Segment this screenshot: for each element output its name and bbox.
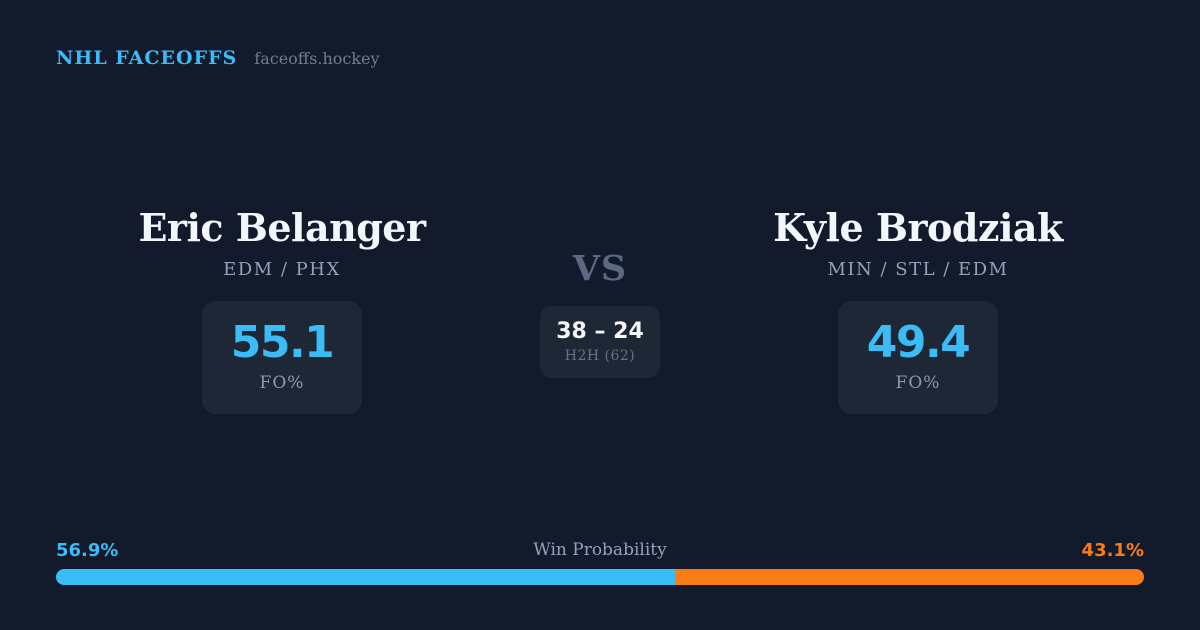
player-left-name: Eric Belanger: [138, 205, 426, 250]
player-left-panel: Eric Belanger EDM / PHX 55.1 FO%: [112, 206, 452, 414]
win-probability-bar: [56, 569, 1144, 585]
vs-label: VS: [572, 248, 628, 289]
player-right-name: Kyle Brodziak: [773, 205, 1063, 250]
header: NHL FACEOFFS faceoffs.hockey: [56, 47, 380, 69]
player-left-fo-label: FO%: [259, 373, 305, 394]
player-right-fo-label: FO%: [895, 373, 941, 394]
h2h-card: 38 – 24 H2H (62): [540, 306, 660, 378]
win-bar-right-segment: [675, 569, 1144, 585]
win-probability-labels: 56.9% Win Probability 43.1%: [56, 540, 1144, 562]
brand-logo-text: NHL FACEOFFS: [56, 47, 238, 69]
h2h-score: 38 – 24: [556, 319, 644, 345]
versus-panel: VS 38 – 24 H2H (62): [490, 251, 710, 378]
win-probability-title: Win Probability: [533, 540, 667, 560]
player-right-panel: Kyle Brodziak MIN / STL / EDM 49.4 FO%: [748, 206, 1088, 414]
player-right-fo-stat-card: 49.4 FO%: [838, 300, 998, 414]
site-url: faceoffs.hockey: [254, 49, 380, 68]
player-left-fo-percentage: 55.1: [230, 317, 335, 369]
player-left-teams: EDM / PHX: [223, 258, 341, 280]
h2h-sample-label: H2H (62): [564, 347, 636, 364]
left-win-pct: 56.9%: [56, 540, 119, 561]
win-probability-section: 56.9% Win Probability 43.1%: [56, 540, 1144, 585]
player-left-fo-stat-card: 55.1 FO%: [202, 300, 362, 414]
player-right-fo-percentage: 49.4: [866, 317, 971, 369]
win-bar-left-segment: [56, 569, 676, 585]
player-right-teams: MIN / STL / EDM: [827, 258, 1009, 280]
right-win-pct: 43.1%: [1081, 540, 1144, 561]
